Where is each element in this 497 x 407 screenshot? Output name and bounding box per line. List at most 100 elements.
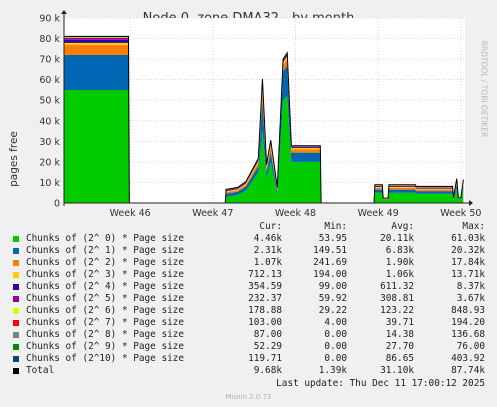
legend-cur: 52.29	[253, 341, 282, 352]
legend-series-name: Chunks of (2^ 1) * Page size	[26, 245, 185, 256]
legend-series-name: Chunks of (2^10) * Page size	[26, 353, 185, 364]
legend-min: 241.69	[313, 257, 347, 268]
legend-avg: 27.70	[385, 341, 414, 352]
legend-cur: 712.13	[248, 269, 282, 280]
legend-row: Chunks of (2^ 8) * Page size 87.00 0.00 14.…	[12, 329, 487, 341]
legend-avg: 39.71	[385, 317, 414, 328]
legend-col-avg: Avg:	[391, 221, 414, 232]
legend-swatch	[13, 368, 19, 374]
legend-max: 403.92	[451, 353, 485, 364]
legend-avg: 1.06k	[385, 269, 414, 280]
legend-series-name: Chunks of (2^ 9) * Page size	[26, 341, 185, 352]
legend-series-name: Chunks of (2^ 4) * Page size	[26, 281, 185, 292]
legend-max: 3.67k	[456, 293, 485, 304]
legend-min: 149.51	[313, 245, 347, 256]
legend-series-name: Chunks of (2^ 0) * Page size	[26, 233, 185, 244]
y-tick-label: 0	[54, 199, 60, 210]
y-tick-label: 60 k	[39, 75, 60, 86]
legend-min: 0.00	[324, 329, 347, 340]
legend-cur: 119.71	[248, 353, 282, 364]
x-tick-labels: Week 46 Week 47 Week 48 Week 49 Week 50	[110, 208, 482, 219]
legend-row: Chunks of (2^10) * Page size 119.71 0.00 86…	[12, 353, 487, 365]
y-axis-arrow	[61, 10, 67, 14]
legend-cur: 2.31k	[253, 245, 282, 256]
legend-swatch	[13, 320, 19, 326]
munin-version: Munin 2.0.73	[225, 393, 272, 401]
legend-swatch	[13, 260, 19, 266]
legend-max: 20.32k	[451, 245, 485, 256]
legend-row: Chunks of (2^ 0) * Page size 4.46k 53.95 20…	[12, 233, 487, 245]
y-tick-label: 70 k	[39, 55, 60, 66]
legend-min: 0.00	[324, 353, 347, 364]
axes	[61, 10, 473, 206]
legend-row: Chunks of (2^ 3) * Page size 712.13 194.00…	[12, 269, 487, 281]
stacked-areas	[64, 35, 464, 204]
legend-min: 99.00	[318, 281, 347, 292]
legend-min: 194.00	[313, 269, 347, 280]
legend-cur: 1.07k	[253, 257, 282, 268]
legend-avg: 308.81	[380, 293, 414, 304]
legend-row: Chunks of (2^ 6) * Page size 178.88 29.22 1…	[12, 305, 487, 317]
legend-row: Chunks of (2^ 2) * Page size 1.07k 241.69 1…	[12, 257, 487, 269]
legend-cur: 354.59	[248, 281, 282, 292]
legend-swatch	[13, 272, 19, 278]
legend-swatch	[13, 332, 19, 338]
legend-row: Chunks of (2^ 9) * Page size 52.29 0.00 27.…	[12, 341, 487, 353]
legend-row: Chunks of (2^ 4) * Page size 354.59 99.00 6…	[12, 281, 487, 293]
legend-cur: 232.37	[248, 293, 282, 304]
legend-rows: Chunks of (2^ 0) * Page size 4.46k 53.95 20…	[12, 233, 487, 377]
legend-col-min: Min:	[324, 221, 347, 232]
legend-max: 87.74k	[451, 365, 485, 376]
legend-col-max: Max:	[462, 221, 485, 232]
legend-max: 61.03k	[451, 233, 485, 244]
legend-row: Total 9.68k 1.39k 31.10k 87.74k	[12, 365, 487, 377]
legend-series-name: Chunks of (2^ 7) * Page size	[26, 317, 185, 328]
legend-avg: 123.22	[380, 305, 414, 316]
legend-cur: 4.46k	[253, 233, 282, 244]
legend-cur: 178.88	[248, 305, 282, 316]
legend-max: 8.37k	[456, 281, 485, 292]
y-tick-label: 30 k	[39, 137, 60, 148]
legend-series-name: Chunks of (2^ 3) * Page size	[26, 269, 185, 280]
legend-max: 13.71k	[451, 269, 485, 280]
legend-header: Cur: Min: Avg: Max:	[12, 221, 487, 233]
legend-avg: 1.90k	[385, 257, 414, 268]
legend-series-name: Chunks of (2^ 2) * Page size	[26, 257, 185, 268]
legend-min: 0.00	[324, 341, 347, 352]
plot-area: 0 10 k 20 k 30 k 40 k 50 k 60 k 70 k 80 k 90 k We…	[39, 10, 482, 219]
y-tick-label: 20 k	[39, 157, 60, 168]
legend-swatch	[13, 308, 19, 314]
legend-max: 194.20	[451, 317, 485, 328]
legend-row: Chunks of (2^ 1) * Page size 2.31k 149.51 6…	[12, 245, 487, 257]
y-tick-label: 40 k	[39, 116, 60, 127]
x-tick-label: Week 47	[192, 208, 233, 219]
legend-min: 4.00	[324, 317, 347, 328]
y-tick-label: 80 k	[39, 34, 60, 45]
legend-avg: 611.32	[380, 281, 414, 292]
legend-row: Chunks of (2^ 5) * Page size 232.37 59.92 3…	[12, 293, 487, 305]
x-tick-label: Week 48	[275, 208, 316, 219]
legend-series-name: Total	[26, 365, 55, 376]
x-tick-label: Week 49	[358, 208, 399, 219]
legend-swatch	[13, 248, 19, 254]
legend-cur: 103.00	[248, 317, 282, 328]
legend-avg: 20.11k	[380, 233, 414, 244]
legend-min: 53.95	[318, 233, 347, 244]
legend-cur: 9.68k	[253, 365, 282, 376]
legend-series-name: Chunks of (2^ 8) * Page size	[26, 329, 185, 340]
legend-cur: 87.00	[253, 329, 282, 340]
series-area	[64, 89, 464, 203]
legend-avg: 14.38	[385, 329, 414, 340]
total-line	[64, 35, 464, 204]
legend-swatch	[13, 284, 19, 290]
x-tick-label: Week 50	[440, 208, 481, 219]
grid-lines	[64, 17, 465, 203]
legend-row: Chunks of (2^ 7) * Page size 103.00 4.00 39…	[12, 317, 487, 329]
x-axis-arrow	[469, 200, 473, 206]
legend-table: Cur: Min: Avg: Max: Chunks of (2^ 0) * P…	[12, 221, 487, 377]
legend-avg: 6.83k	[385, 245, 414, 256]
y-tick-label: 90 k	[39, 14, 60, 25]
y-tick-label: 10 k	[39, 178, 60, 189]
y-tick-labels: 0 10 k 20 k 30 k 40 k 50 k 60 k 70 k 80 k 90 k	[39, 14, 60, 210]
